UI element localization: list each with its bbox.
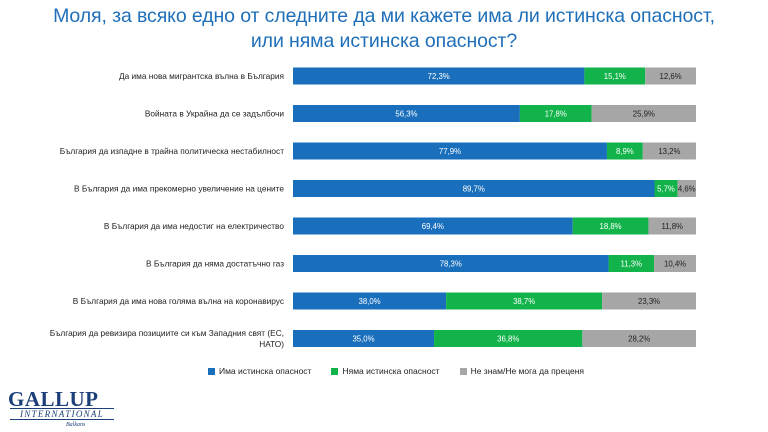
bar-segment-dont-know [654, 255, 696, 272]
data-label-real-danger: 77,9% [439, 147, 461, 156]
bar-segment-real-danger [293, 217, 573, 235]
bar-segment-real-danger [293, 180, 655, 197]
category-label: България да изпадне в трайна политическа… [60, 146, 284, 156]
data-label-no-danger: 8,9% [616, 147, 634, 156]
data-label-dont-know: 4,6% [678, 185, 696, 194]
chart-title: Моля, за всяко едно от следните да ми ка… [0, 4, 768, 54]
bar-segment-real-danger [293, 255, 609, 272]
data-label-dont-know: 28,2% [628, 335, 650, 344]
data-label-dont-know: 12,6% [660, 72, 682, 81]
legend-label-no-danger: Няма истинска опасност [342, 366, 440, 376]
bar-segment-no-danger [434, 330, 583, 347]
bar-segment-real-danger [293, 105, 520, 122]
data-label-no-danger: 17,8% [545, 110, 567, 119]
bar-segment-dont-know [582, 330, 696, 347]
category-label: В България да има прекомерно увеличение … [74, 184, 284, 194]
gallup-logo: GALLUP INTERNATIONAL Balkans [8, 388, 120, 430]
data-label-real-danger: 89,7% [463, 185, 485, 194]
bar-segment-dont-know [648, 217, 696, 235]
bar-segment-no-danger [446, 292, 603, 310]
bar-segment-no-danger [606, 142, 643, 160]
logo-main-text: GALLUP [8, 387, 99, 411]
data-label-no-danger: 36,8% [497, 335, 519, 344]
bar-segment-no-danger [572, 217, 649, 235]
data-label-real-danger: 78,3% [440, 260, 462, 269]
logo-region-text: Balkans [66, 422, 86, 428]
category-label: Да има нова мигрантска вълна в България [119, 71, 284, 81]
data-label-dont-know: 13,2% [658, 147, 680, 156]
bar-segment-real-danger [293, 330, 435, 347]
category-label: В България да няма достатъчно газ [146, 259, 284, 269]
data-label-no-danger: 18,8% [600, 222, 622, 231]
category-label: В България да има нова голяма вълна на к… [73, 296, 284, 306]
data-label-no-danger: 5,7% [657, 185, 675, 194]
logo-sub-text: INTERNATIONAL [10, 408, 114, 420]
legend-item-real-danger: Има истинска опасност [207, 366, 312, 376]
bar-segment-no-danger [519, 105, 592, 122]
bar-segment-dont-know [642, 142, 696, 160]
legend-label-dont-know: Не знам/Не мога да преценя [470, 366, 585, 376]
data-label-dont-know: 25,9% [633, 110, 655, 119]
bar-segment-dont-know [677, 180, 696, 197]
category-label: България да ревизира позициите си към За… [50, 328, 284, 349]
bar-segment-real-danger [293, 292, 447, 310]
bar-segment-no-danger [584, 67, 646, 85]
legend-item-dont-know: Не знам/Не мога да преценя [459, 366, 585, 376]
category-label: Войната в Украйна да се задълбочи [145, 109, 284, 119]
data-label-no-danger: 15,1% [604, 72, 626, 81]
legend-item-no-danger: Няма истинска опасност [331, 366, 440, 376]
data-label-no-danger: 38,7% [513, 297, 535, 306]
bar-segment-real-danger [293, 142, 607, 160]
data-label-real-danger: 69,4% [422, 222, 444, 231]
data-label-dont-know: 23,3% [638, 297, 660, 306]
legend-swatch-dont-know [459, 367, 467, 375]
chart-title-line-2: или няма истинска опасност? [250, 30, 518, 52]
bar-segment-no-danger [608, 255, 655, 272]
data-label-real-danger: 56,3% [395, 110, 417, 119]
chart-title-line-1: Моля, за всяко едно от следните да ми ка… [53, 5, 715, 27]
legend-swatch-real-danger [207, 367, 215, 375]
bar-segment-real-danger [293, 67, 585, 85]
bar-segment-dont-know [602, 292, 696, 310]
chart-legend: Има истинска опасност Няма истинска опас… [186, 362, 606, 380]
data-label-real-danger: 38,0% [359, 297, 381, 306]
legend-swatch-no-danger [331, 367, 339, 375]
legend-label-real-danger: Има истинска опасност [218, 366, 312, 376]
bar-segment-dont-know [591, 105, 696, 122]
data-label-no-danger: 11,3% [621, 260, 643, 269]
data-label-dont-know: 10,4% [664, 260, 686, 269]
data-label-real-danger: 72,3% [428, 72, 450, 81]
bar-segment-dont-know [645, 67, 696, 85]
data-label-real-danger: 35,0% [352, 335, 374, 344]
data-label-dont-know: 11,8% [661, 222, 683, 231]
bar-segment-no-danger [654, 180, 678, 197]
category-label: В България да има недостиг на електричес… [104, 221, 284, 231]
